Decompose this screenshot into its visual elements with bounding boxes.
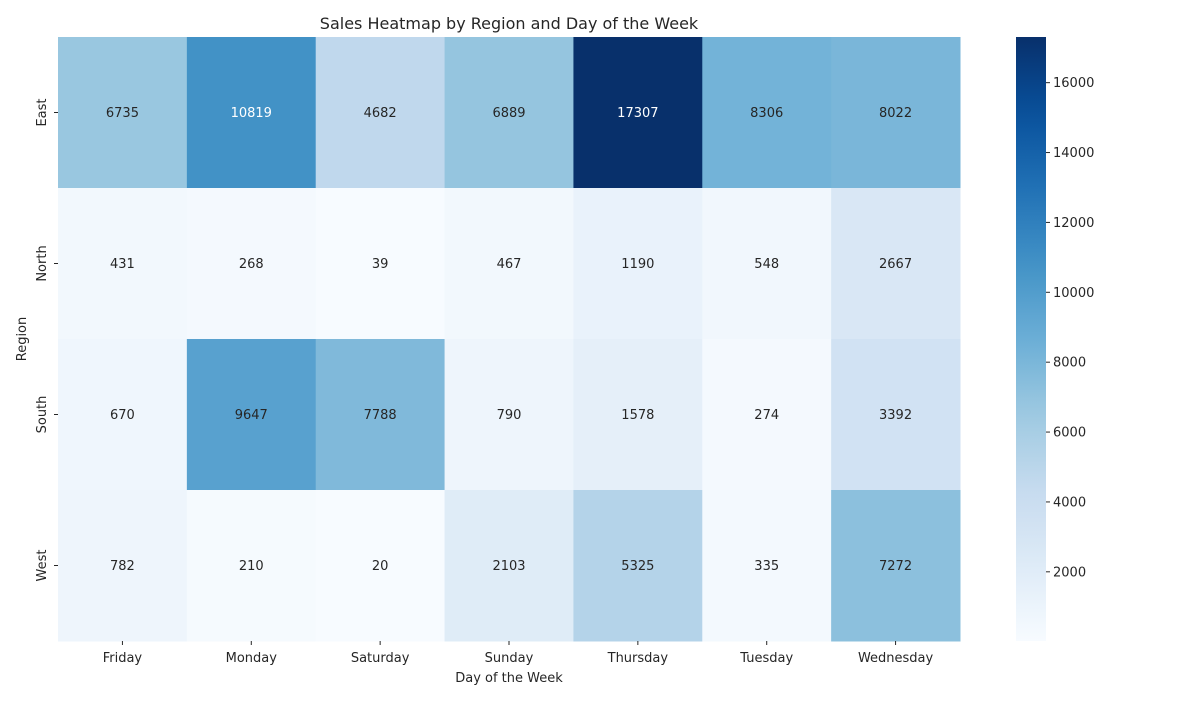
cell-value-label: 467 <box>497 257 522 272</box>
cell-value-label: 9647 <box>235 408 268 423</box>
heatmap-cell <box>831 188 961 340</box>
cell-value-label: 335 <box>754 559 779 574</box>
cell-value-label: 431 <box>110 257 135 272</box>
heatmap-cell <box>58 188 188 340</box>
colorbar-tick-label: 8000 <box>1053 356 1086 371</box>
cell-value-label: 7272 <box>879 559 912 574</box>
cell-value-label: 6735 <box>106 106 139 121</box>
cell-value-label: 6889 <box>492 106 525 121</box>
x-tick-label: Saturday <box>351 651 410 666</box>
heatmap-cell <box>573 490 703 642</box>
y-axis-label: Region <box>15 317 30 362</box>
colorbar <box>1016 37 1046 641</box>
cell-value-label: 8306 <box>750 106 783 121</box>
y-tick-label: East <box>35 98 50 126</box>
colorbar-tick-label: 16000 <box>1053 76 1094 91</box>
heatmap-cell <box>444 490 574 642</box>
heatmap-cell <box>702 188 832 340</box>
cell-value-label: 3392 <box>879 408 912 423</box>
cell-value-label: 39 <box>372 257 389 272</box>
heatmap-cell <box>573 339 703 491</box>
x-tick-label: Friday <box>103 651 143 666</box>
cell-value-label: 548 <box>754 257 779 272</box>
heatmap-cell <box>444 37 574 189</box>
heatmap-cell <box>831 339 961 491</box>
cell-value-label: 210 <box>239 559 264 574</box>
cell-value-label: 4682 <box>364 106 397 121</box>
heatmap-cell <box>702 37 832 189</box>
cell-value-labels: 6735 10819 4682 6889 17307 8306 8022 431 268 39 46… <box>106 106 912 574</box>
chart-title: Sales Heatmap by Region and Day of the W… <box>320 14 699 33</box>
heatmap-cell <box>315 37 446 189</box>
cell-value-label: 268 <box>239 257 264 272</box>
y-axis: East North South West <box>35 98 58 581</box>
x-axis: Friday Monday Saturday Sunday Thursday Tuesda… <box>103 641 934 666</box>
heatmap-cells <box>58 37 961 642</box>
heatmap-cell <box>831 37 961 189</box>
cell-value-label: 670 <box>110 408 135 423</box>
cell-value-label: 790 <box>497 408 522 423</box>
heatmap-cell <box>315 188 446 340</box>
heatmap-cell <box>186 339 317 491</box>
y-tick-label: North <box>35 245 50 281</box>
heatmap-cell <box>186 37 317 189</box>
cell-value-label: 17307 <box>617 106 658 121</box>
colorbar-tick-label: 10000 <box>1053 286 1094 301</box>
heatmap-cell <box>444 339 574 491</box>
y-tick-label: West <box>35 550 50 582</box>
colorbar-tick-label: 14000 <box>1053 146 1094 161</box>
heatmap-cell <box>702 490 832 642</box>
x-tick-label: Monday <box>226 651 278 666</box>
heatmap-cell <box>58 490 188 642</box>
x-tick-label: Wednesday <box>858 651 934 666</box>
colorbar-tick-label: 6000 <box>1053 426 1086 441</box>
colorbar-tick-label: 4000 <box>1053 495 1086 510</box>
heatmap-cell <box>58 37 188 189</box>
colorbar-ticks: 2000 4000 6000 8000 10000 12000 14000 16000 <box>1046 76 1094 580</box>
cell-value-label: 8022 <box>879 106 912 121</box>
cell-value-label: 20 <box>372 559 389 574</box>
heatmap-cell <box>58 339 188 491</box>
heatmap-cell <box>702 339 832 491</box>
y-tick-label: South <box>35 396 50 434</box>
heatmap-cell <box>186 188 317 340</box>
heatmap-cell <box>573 37 703 189</box>
cell-value-label: 1190 <box>621 257 654 272</box>
heatmap-cell <box>831 490 961 642</box>
heatmap-cell <box>186 490 317 642</box>
x-axis-label: Day of the Week <box>455 671 563 686</box>
cell-value-label: 1578 <box>621 408 654 423</box>
x-tick-label: Thursday <box>607 651 669 666</box>
cell-value-label: 7788 <box>364 408 397 423</box>
cell-value-label: 2103 <box>492 559 525 574</box>
x-tick-label: Tuesday <box>739 651 793 666</box>
cell-value-label: 274 <box>754 408 779 423</box>
cell-value-label: 2667 <box>879 257 912 272</box>
colorbar-tick-label: 2000 <box>1053 565 1086 580</box>
x-tick-label: Sunday <box>485 651 534 666</box>
colorbar-tick-label: 12000 <box>1053 216 1094 231</box>
heatmap-cell <box>573 188 703 340</box>
cell-value-label: 5325 <box>621 559 654 574</box>
heatmap-cell <box>315 490 446 642</box>
heatmap-cell <box>444 188 574 340</box>
heatmap-cell <box>315 339 446 491</box>
cell-value-label: 782 <box>110 559 135 574</box>
cell-value-label: 10819 <box>231 106 272 121</box>
